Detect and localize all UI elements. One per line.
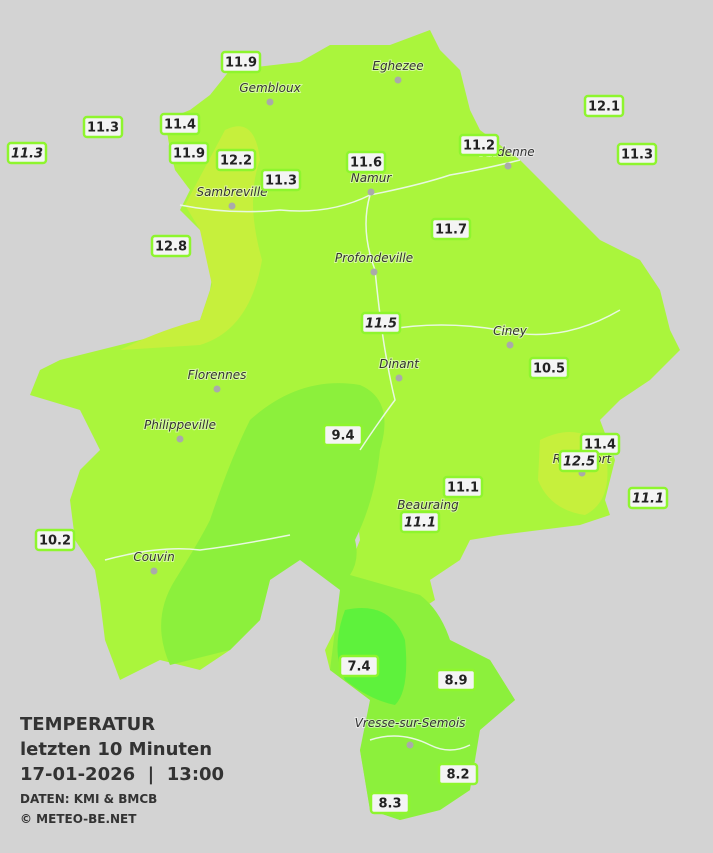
station-box <box>338 654 380 678</box>
station-box <box>399 510 441 534</box>
station-box <box>260 168 302 192</box>
city-label: Eghezee <box>372 59 423 73</box>
station-box <box>345 150 387 174</box>
station-box <box>435 668 477 692</box>
station-box <box>616 142 658 166</box>
cool-zone <box>161 383 515 820</box>
station-box <box>322 423 364 447</box>
station-value: 11.1 <box>632 492 664 507</box>
station-value: 8.2 <box>446 768 469 783</box>
station-value: 11.7 <box>435 223 467 238</box>
city-dot <box>213 385 221 393</box>
city-dot <box>504 162 512 170</box>
station-value: 10.5 <box>533 362 565 377</box>
station-value: 11.3 <box>11 147 43 162</box>
city-dot <box>506 341 514 349</box>
title-datetime: 17-01-2026 | 13:00 <box>20 764 224 785</box>
station-box <box>220 50 262 74</box>
station-value: 8.9 <box>444 674 467 689</box>
station-box <box>360 311 402 335</box>
city-dot <box>370 268 378 276</box>
station-value: 11.3 <box>87 121 119 136</box>
station-box <box>430 217 472 241</box>
city-dot <box>176 435 184 443</box>
city-label: Florennes <box>188 368 247 382</box>
city-dot <box>228 202 236 210</box>
title-source: DATEN: KMI & BMCB <box>20 792 157 806</box>
city-label: Namur <box>351 171 393 185</box>
station-value: 11.3 <box>621 148 653 163</box>
station-value: 12.1 <box>588 100 620 115</box>
station-value: 12.5 <box>563 455 595 470</box>
station-box <box>34 528 76 552</box>
station-box <box>558 449 600 473</box>
station-box <box>437 762 479 786</box>
station-box <box>369 791 411 815</box>
station-box <box>150 234 192 258</box>
city-dot <box>367 188 375 196</box>
station-box <box>6 141 48 165</box>
station-value: 11.2 <box>463 139 495 154</box>
station-box <box>627 486 669 510</box>
city-label: Couvin <box>133 550 174 564</box>
city-dot <box>266 98 274 106</box>
station-value: 11.5 <box>365 317 397 332</box>
city-dot <box>406 741 414 749</box>
station-value: 10.2 <box>39 534 71 549</box>
city-label: Vresse-sur-Semois <box>355 716 466 730</box>
city-label: Dinant <box>379 357 420 371</box>
city-dot <box>150 567 158 575</box>
station-box <box>458 133 500 157</box>
station-value: 11.4 <box>584 438 616 453</box>
city-label: Profondeville <box>335 251 413 265</box>
title-copyright: © METEO-BE.NET <box>20 812 137 826</box>
station-box <box>442 475 484 499</box>
station-value: 11.9 <box>225 56 257 71</box>
station-layer: 11.9 11.3 11.4 11.3 11.9 12.2 11.3 11.6 11.2 12.1… <box>6 50 669 815</box>
station-box <box>82 115 124 139</box>
station-box <box>579 432 621 456</box>
title-heading: TEMPERATUR <box>20 714 155 735</box>
station-value: 12.2 <box>220 154 252 169</box>
station-value: 11.3 <box>265 174 297 189</box>
city-label: Sambreville <box>196 185 267 199</box>
station-box <box>528 356 570 380</box>
station-value: 11.1 <box>447 481 479 496</box>
city-dot <box>394 76 402 84</box>
station-value: 11.6 <box>350 156 382 171</box>
station-value: 12.8 <box>155 240 187 255</box>
station-value: 8.3 <box>378 797 401 812</box>
city-label: Ciney <box>493 324 528 338</box>
station-value: 11.1 <box>404 516 436 531</box>
station-value: 7.4 <box>347 660 370 675</box>
station-box <box>159 112 201 136</box>
city-dot <box>395 374 403 382</box>
title-period: letzten 10 Minuten <box>20 739 212 760</box>
station-box <box>215 148 257 172</box>
city-label: Gembloux <box>239 81 301 95</box>
station-value: 9.4 <box>331 429 354 444</box>
warm-zone <box>120 126 262 350</box>
station-box <box>168 141 210 165</box>
station-box <box>583 94 625 118</box>
station-value: 11.4 <box>164 118 196 133</box>
city-label: Beauraing <box>397 498 459 512</box>
station-value: 11.9 <box>173 147 205 162</box>
city-label: Philippeville <box>144 418 216 432</box>
